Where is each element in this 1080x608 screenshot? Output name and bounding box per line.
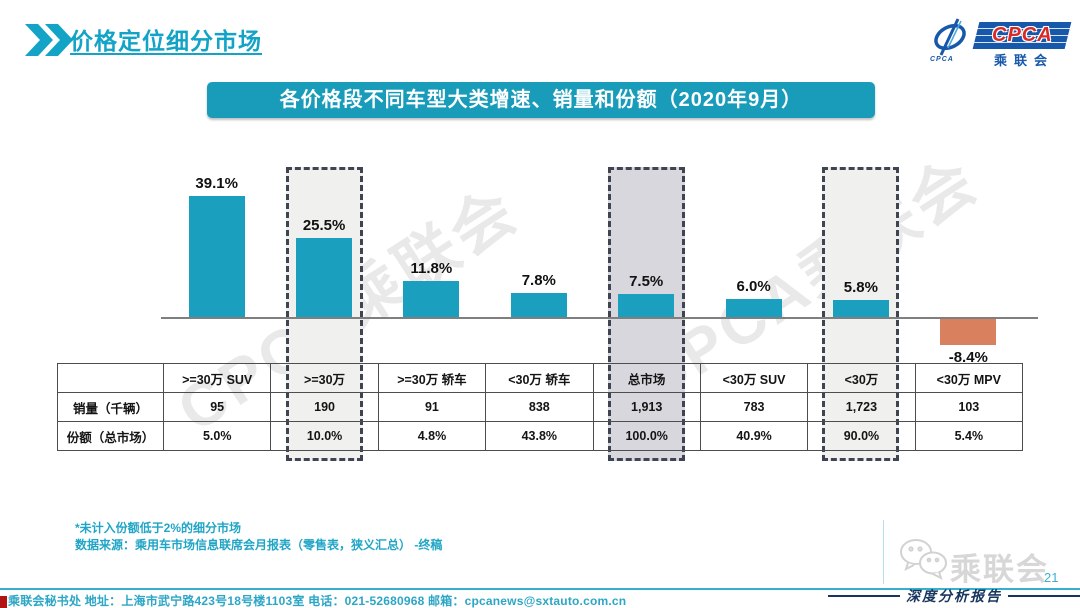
data-table: >=30万 SUV >=30万 >=30万 轿车 <30万 轿车 总市场 <30万 SUV… xyxy=(57,363,1024,451)
bar-value-label: -8.4% xyxy=(948,348,988,366)
cpca-emblem-sub-text: CPCA xyxy=(930,56,954,63)
bar-value-label: 25.5% xyxy=(302,217,346,235)
table-cell: 190 xyxy=(270,392,379,422)
cpca-flag: CPCA xyxy=(972,22,1072,49)
cpca-logo-text: CPCA xyxy=(991,24,1053,46)
table-cell: 40.9% xyxy=(699,421,809,451)
cpca-logo-cn-text: 乘联会 xyxy=(993,53,1054,68)
bar->=30万 SUV xyxy=(188,196,245,318)
bar-<30万 MPV xyxy=(940,318,997,345)
bar-value-label: 11.8% xyxy=(410,259,453,277)
report-label: 深度分析报告 xyxy=(906,590,1002,605)
report-strip: 深度分析报告 xyxy=(828,586,1080,606)
bar-value-label: 7.5% xyxy=(629,273,664,291)
corner-red-square xyxy=(0,596,7,608)
table-cell: 100.0% xyxy=(592,421,701,451)
bar-<30万 轿车 xyxy=(510,293,567,318)
vertical-divider xyxy=(883,520,884,584)
table-header-cell: 总市场 xyxy=(592,363,701,393)
report-rule-left xyxy=(828,595,900,597)
table-cell: 1,913 xyxy=(592,392,701,422)
table-header-cell: >=30万 轿车 xyxy=(377,363,487,393)
table-cell: 783 xyxy=(699,392,809,422)
bar->=30万 xyxy=(296,238,353,318)
double-chevron-icon xyxy=(25,24,73,56)
bar-<30万 SUV xyxy=(725,298,782,318)
bar->=30万 轿车 xyxy=(403,280,460,318)
table-header-cell: >=30万 SUV xyxy=(162,363,272,393)
table-header-row: >=30万 SUV >=30万 >=30万 轿车 <30万 轿车 总市场 <30万 SUV… xyxy=(57,363,1024,393)
table-row: 销量（千辆） 95 190 91 838 1,913 783 1,723 103 xyxy=(57,392,1024,422)
cpca-logo: CPCA CPCA 乘联会 xyxy=(928,16,1073,68)
table-header-cell: <30万 xyxy=(807,363,916,393)
page-title: 价格定位细分市场 xyxy=(70,28,262,54)
table-cell: 1,723 xyxy=(807,392,916,422)
table-cell: 份额（总市场） xyxy=(57,421,164,451)
bar-value-label: 39.1% xyxy=(195,175,238,193)
bar-value-label: 5.8% xyxy=(843,278,878,296)
table-cell: 103 xyxy=(914,392,1024,422)
table-cell: 43.8% xyxy=(485,421,594,451)
footer-contact-text: 乘联会秘书处 地址：上海市武宁路423号18号楼1103室 电话：021-526… xyxy=(8,594,627,608)
wechat-watermark-label: 乘联会 xyxy=(950,552,1049,587)
table-cell: 5.4% xyxy=(914,421,1024,451)
table-cell: 4.8% xyxy=(377,421,487,451)
table-header-cell xyxy=(57,363,164,393)
table-cell: 90.0% xyxy=(807,421,916,451)
table-cell: 销量（千辆） xyxy=(57,392,164,422)
footnote-line1: *未计入份额低于2%的细分市场 xyxy=(75,521,242,535)
table-cell: 838 xyxy=(485,392,594,422)
cpca-emblem-icon xyxy=(934,18,966,56)
chart-title-banner: 各价格段不同车型大类增速、销量和份额（2020年9月） xyxy=(207,82,875,118)
table-cell: 10.0% xyxy=(270,421,379,451)
table-header-cell: <30万 SUV xyxy=(699,363,809,393)
bar-value-label: 7.8% xyxy=(521,272,556,290)
report-rule-right xyxy=(1008,595,1080,597)
chart-zero-axis xyxy=(161,316,1038,319)
footnote-line2: 数据来源：乘用车市场信息联席会月报表（零售表，狭义汇总） -终稿 xyxy=(75,538,443,552)
table-header-cell: >=30万 xyxy=(270,363,379,393)
bar-总市场 xyxy=(618,294,675,318)
table-cell: 91 xyxy=(377,392,487,422)
footnotes: *未计入份额低于2%的细分市场 数据来源：乘用车市场信息联席会月报表（零售表，狭… xyxy=(75,520,442,554)
table-row: 份额（总市场） 5.0% 10.0% 4.8% 43.8% 100.0% 40.9% 90.0… xyxy=(57,421,1024,451)
table-header-cell: <30万 MPV xyxy=(914,363,1024,393)
bar-<30万 xyxy=(832,299,889,318)
bar-value-label: 6.0% xyxy=(736,277,771,295)
footer-divider xyxy=(0,588,1080,590)
table-cell: 5.0% xyxy=(162,421,272,451)
table-cell: 95 xyxy=(162,392,272,422)
page-number: 21 xyxy=(1044,570,1059,585)
table-header-cell: <30万 轿车 xyxy=(485,363,594,393)
wechat-icon xyxy=(900,539,947,580)
